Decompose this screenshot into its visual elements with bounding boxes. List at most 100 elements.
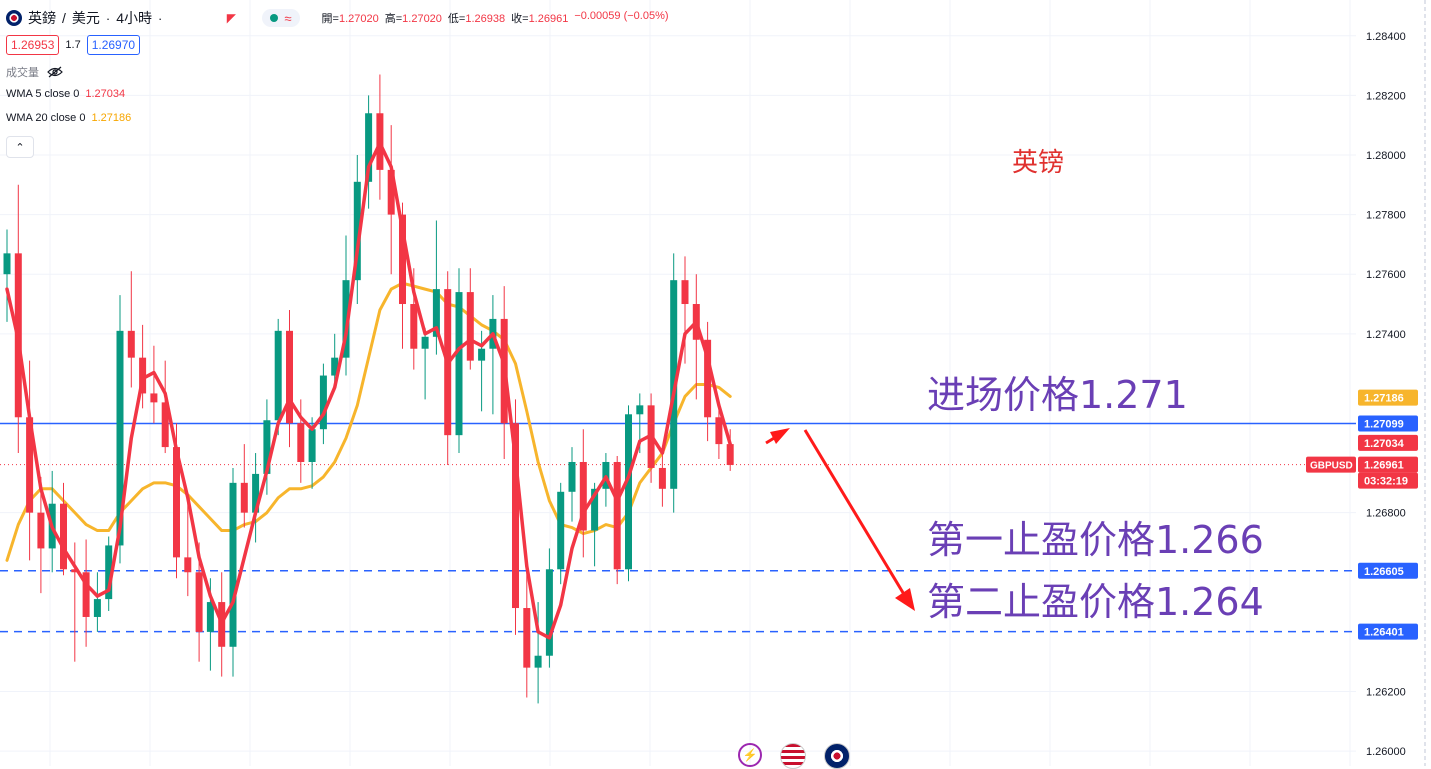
- market-status-pill[interactable]: ≈: [262, 9, 300, 27]
- high-value: 1.27020: [402, 13, 442, 25]
- volume-row: 成交量: [6, 64, 669, 80]
- wma20-value: 1.27186: [91, 112, 132, 124]
- y-tick-label: 1.28400: [1366, 31, 1406, 43]
- candle-body: [625, 414, 632, 570]
- candle-body: [105, 545, 113, 600]
- candle-body: [286, 330, 293, 424]
- candle-body: [150, 393, 158, 403]
- close-value: 1.26961: [528, 13, 569, 25]
- candle-body: [432, 289, 440, 337]
- candle-body: [319, 375, 327, 430]
- wma20-series: [5, 281, 732, 562]
- y-tick-label: 1.27600: [1366, 269, 1406, 281]
- y-tick-label: 1.28200: [1366, 90, 1406, 102]
- wave-icon: ≈: [284, 10, 292, 26]
- flag-marker-button[interactable]: ◤: [220, 9, 242, 27]
- price-label-text: 1.26961: [1364, 460, 1404, 472]
- candle-body: [331, 357, 339, 376]
- annotation-title: 英镑: [1012, 148, 1064, 178]
- candle-body: [410, 304, 418, 349]
- candle-body: [229, 482, 237, 647]
- candle-body: [466, 292, 474, 361]
- symbol-name[interactable]: 英鎊: [28, 10, 56, 26]
- low-value: 1.26938: [465, 13, 506, 25]
- candle-body: [3, 253, 11, 275]
- sell-button[interactable]: 1.26953: [6, 35, 60, 55]
- market-open-icon: [270, 14, 279, 22]
- price-label-box: [1358, 472, 1418, 489]
- quote-currency[interactable]: 美元: [71, 10, 100, 26]
- collapse-legend-button[interactable]: ⌃: [6, 136, 34, 158]
- separator-dot: ·: [105, 10, 111, 26]
- eye-off-icon[interactable]: [47, 66, 63, 78]
- annotation-arrows: [765, 428, 915, 611]
- y-tick-label: 1.26800: [1366, 508, 1406, 520]
- candle-body: [478, 348, 486, 361]
- chart-grid: [0, 0, 1356, 766]
- candle-body: [116, 330, 124, 546]
- us-flag-event-icon[interactable]: [780, 743, 806, 769]
- symbol-separator: /: [62, 10, 66, 26]
- price-label-text: 1.26401: [1364, 627, 1404, 639]
- candle-body: [263, 420, 271, 474]
- y-tick-label: 1.26200: [1366, 686, 1406, 698]
- candle-body: [365, 113, 373, 182]
- candle-body: [240, 482, 248, 513]
- candle-body: [557, 491, 565, 570]
- candle-body: [523, 608, 531, 668]
- open-value: 1.27020: [338, 13, 379, 25]
- open-label: 開: [321, 13, 333, 25]
- candle-body: [252, 473, 260, 513]
- candle-body: [308, 429, 316, 462]
- price-axis-background: [1356, 0, 1431, 766]
- candle-body: [455, 292, 463, 436]
- candle-body: [399, 214, 406, 305]
- candle-body: [568, 461, 576, 492]
- candle-body: [184, 557, 192, 573]
- candle-body: [715, 417, 723, 445]
- low-label: 低: [447, 13, 459, 25]
- wma5-legend[interactable]: WMA 5 close 0 1.27034: [6, 88, 669, 104]
- candle-body: [658, 467, 666, 489]
- buy-button[interactable]: 1.26970: [86, 35, 141, 55]
- candle-body: [534, 655, 542, 668]
- wma20-legend[interactable]: WMA 20 close 0 1.27186: [6, 112, 669, 128]
- price-label-box: [1358, 389, 1418, 406]
- candle-body: [60, 503, 67, 570]
- volume-label[interactable]: 成交量: [6, 67, 39, 79]
- close-label: 收: [511, 13, 523, 25]
- wma5-series: [5, 141, 732, 640]
- price-label-text: 1.27099: [1364, 419, 1404, 431]
- wma5-label: WMA 5 close 0: [6, 88, 80, 100]
- candle-body: [195, 572, 203, 632]
- candle-body: [704, 339, 712, 418]
- change-value: −0.00059 (−0.05%): [574, 10, 669, 22]
- candle-body: [173, 447, 180, 558]
- lightning-event-icon[interactable]: ⚡: [738, 743, 762, 767]
- interval-label[interactable]: 4小時: [116, 10, 153, 26]
- candle-body: [421, 336, 429, 349]
- spread-value: 1.7: [65, 39, 81, 51]
- candle-body: [37, 512, 45, 549]
- annotation-tp2: 第二止盈价格1.264: [927, 580, 1264, 624]
- price-label-box: [1358, 434, 1418, 451]
- red-arrow-long-head: [895, 588, 915, 611]
- horizontal-lines: [0, 422, 1356, 633]
- candle-body: [161, 402, 169, 448]
- chevron-up-icon: ⌃: [15, 141, 25, 154]
- candle-body: [71, 569, 79, 573]
- wma20-line: [5, 281, 732, 562]
- y-tick-label: 1.26000: [1366, 746, 1406, 758]
- symbol-row: 英鎊 / 美元 · 4小時 · ◤ ≈ 開=1.27020 高=1.27020 …: [6, 8, 669, 28]
- candle-body: [297, 423, 305, 462]
- red-arrow-long: [803, 429, 907, 597]
- price-label-text: 03:32:19: [1364, 476, 1408, 488]
- annotation-tp1: 第一止盈价格1.266: [927, 518, 1264, 562]
- y-tick-label: 1.27800: [1366, 210, 1406, 222]
- candle-body: [206, 602, 214, 632]
- y-tick-label: 1.27400: [1366, 329, 1406, 341]
- candle-body: [93, 599, 101, 617]
- candle-body: [82, 572, 90, 617]
- uk-flag-event-icon[interactable]: [824, 743, 850, 769]
